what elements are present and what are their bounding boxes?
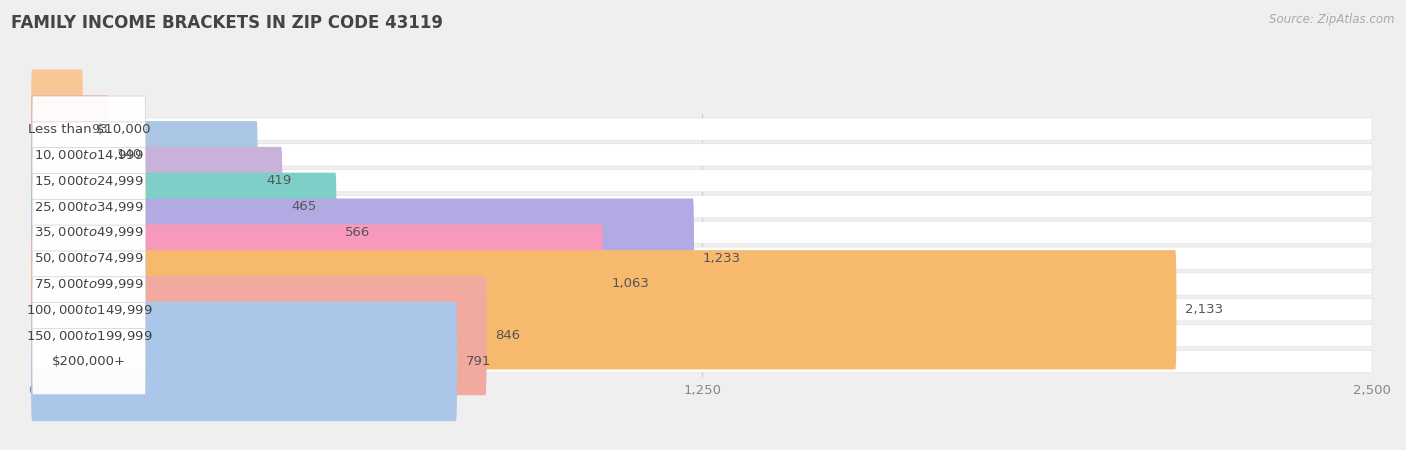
FancyBboxPatch shape [32, 122, 146, 188]
Text: $50,000 to $74,999: $50,000 to $74,999 [34, 251, 143, 265]
Text: 140: 140 [117, 148, 142, 162]
Text: 465: 465 [291, 200, 316, 213]
FancyBboxPatch shape [32, 277, 146, 343]
FancyBboxPatch shape [32, 324, 1372, 346]
FancyBboxPatch shape [31, 95, 108, 215]
Text: $35,000 to $49,999: $35,000 to $49,999 [34, 225, 143, 239]
FancyBboxPatch shape [31, 121, 257, 240]
Text: $15,000 to $24,999: $15,000 to $24,999 [34, 174, 143, 188]
FancyBboxPatch shape [31, 276, 486, 395]
Text: 93: 93 [91, 122, 108, 135]
Text: 2,133: 2,133 [1185, 303, 1223, 316]
Text: $100,000 to $149,999: $100,000 to $149,999 [25, 303, 152, 317]
FancyBboxPatch shape [32, 144, 1372, 166]
FancyBboxPatch shape [31, 302, 457, 421]
Text: 566: 566 [344, 226, 370, 239]
FancyBboxPatch shape [32, 174, 146, 239]
FancyBboxPatch shape [32, 170, 1372, 192]
Text: Source: ZipAtlas.com: Source: ZipAtlas.com [1270, 14, 1395, 27]
Text: 791: 791 [465, 355, 491, 368]
Text: $150,000 to $199,999: $150,000 to $199,999 [25, 328, 152, 342]
Text: 419: 419 [266, 174, 291, 187]
FancyBboxPatch shape [32, 273, 1372, 295]
FancyBboxPatch shape [31, 198, 695, 318]
FancyBboxPatch shape [31, 147, 283, 266]
FancyBboxPatch shape [32, 350, 1372, 373]
FancyBboxPatch shape [32, 225, 146, 291]
FancyBboxPatch shape [31, 173, 336, 292]
FancyBboxPatch shape [32, 199, 146, 266]
FancyBboxPatch shape [32, 96, 146, 162]
FancyBboxPatch shape [32, 299, 1372, 321]
FancyBboxPatch shape [31, 250, 1177, 369]
Text: $75,000 to $99,999: $75,000 to $99,999 [34, 277, 143, 291]
FancyBboxPatch shape [32, 221, 1372, 243]
FancyBboxPatch shape [32, 247, 1372, 269]
Text: $25,000 to $34,999: $25,000 to $34,999 [34, 199, 143, 214]
FancyBboxPatch shape [32, 302, 146, 369]
FancyBboxPatch shape [32, 118, 1372, 140]
FancyBboxPatch shape [32, 148, 146, 214]
Text: $10,000 to $14,999: $10,000 to $14,999 [34, 148, 143, 162]
FancyBboxPatch shape [32, 195, 1372, 218]
Text: $200,000+: $200,000+ [52, 355, 127, 368]
FancyBboxPatch shape [32, 328, 146, 395]
Text: 1,063: 1,063 [612, 278, 650, 290]
Text: FAMILY INCOME BRACKETS IN ZIP CODE 43119: FAMILY INCOME BRACKETS IN ZIP CODE 43119 [11, 14, 443, 32]
FancyBboxPatch shape [32, 251, 146, 317]
Text: 846: 846 [495, 329, 520, 342]
FancyBboxPatch shape [31, 69, 83, 189]
FancyBboxPatch shape [31, 225, 603, 344]
Text: Less than $10,000: Less than $10,000 [28, 122, 150, 135]
Text: 1,233: 1,233 [703, 252, 741, 265]
